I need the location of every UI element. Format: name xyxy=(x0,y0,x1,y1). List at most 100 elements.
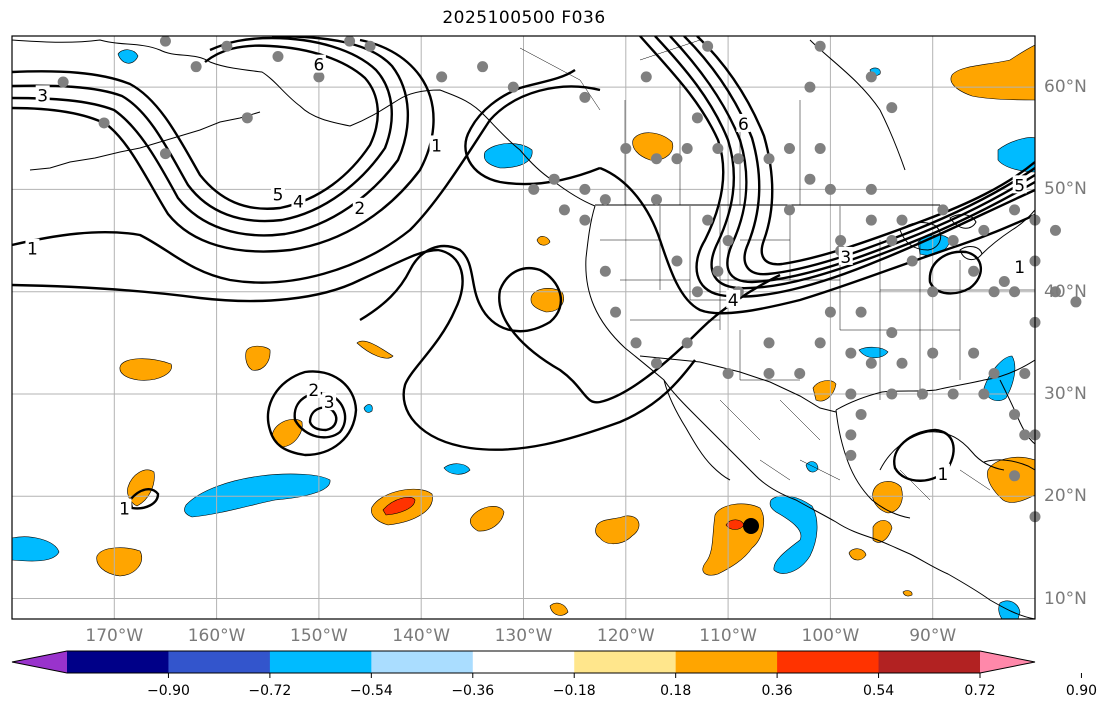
station-dot xyxy=(886,235,898,247)
colorbar-label: −0.54 xyxy=(349,683,393,699)
shade-blue-blob xyxy=(184,473,331,518)
cuba xyxy=(983,459,1035,471)
alaska-coast xyxy=(12,39,596,207)
station-dot xyxy=(865,214,877,226)
contour-label-bg xyxy=(291,191,306,210)
mexico-state-lines xyxy=(719,399,991,501)
latitude-label: 40°N xyxy=(1044,281,1087,302)
map-title: 2025100500 F036 xyxy=(442,8,606,28)
contour-label-bg xyxy=(117,498,132,517)
station-dot xyxy=(650,357,662,369)
contour-line xyxy=(293,391,347,439)
station-dot xyxy=(579,214,591,226)
station-dot xyxy=(896,214,908,226)
shade-orange-blob xyxy=(632,132,674,161)
station-dot xyxy=(477,61,489,73)
station-dot xyxy=(702,214,714,226)
station-dot xyxy=(732,153,744,165)
station-dot xyxy=(691,286,703,298)
mexico-gulf-coast xyxy=(835,409,911,519)
contour-label: 2 xyxy=(354,199,365,219)
contour-line xyxy=(464,68,601,186)
colorbar-label: −0.18 xyxy=(552,683,596,699)
colorbar-segment xyxy=(472,651,575,673)
shade-blue-blob xyxy=(997,137,1035,173)
shade-orange-blob xyxy=(245,345,271,371)
station-dot xyxy=(671,255,683,267)
colorbar-label: 0.72 xyxy=(964,683,996,699)
contour-label-bg xyxy=(35,85,50,104)
station-dot xyxy=(159,35,171,47)
station-dot xyxy=(814,40,826,52)
station-dot xyxy=(998,275,1010,287)
longitude-label: 160°W xyxy=(187,626,246,646)
shade-orange-blob xyxy=(902,590,913,597)
contour-label: 1 xyxy=(938,465,949,485)
station-dot xyxy=(610,306,622,318)
contour-label: 5 xyxy=(273,186,284,206)
station-dot xyxy=(927,286,939,298)
contour-line xyxy=(12,248,696,451)
station-dot xyxy=(978,224,990,236)
station-dot xyxy=(1009,286,1021,298)
station-dot xyxy=(159,148,171,160)
colorbar-segment xyxy=(269,651,372,673)
station-dot xyxy=(855,306,867,318)
station-dot xyxy=(702,40,714,52)
contour-label: 5 xyxy=(1014,176,1025,196)
contour-line xyxy=(654,36,1035,290)
station-dot xyxy=(845,347,857,359)
contour-line xyxy=(928,250,982,295)
contour-label-bg xyxy=(306,379,321,398)
station-dot xyxy=(896,357,908,369)
station-dot xyxy=(671,153,683,165)
shade-orange-blob xyxy=(549,602,569,616)
station-dot xyxy=(814,143,826,155)
station-dot xyxy=(763,153,775,165)
station-dot xyxy=(640,71,652,83)
station-dot xyxy=(650,194,662,206)
station-dot xyxy=(722,235,734,247)
map-frame xyxy=(11,35,1036,620)
shade-orange-blob xyxy=(536,236,551,246)
station-markers xyxy=(57,35,1082,523)
colorbar-label: 0.18 xyxy=(660,683,692,699)
station-dot xyxy=(824,306,836,318)
station-dot xyxy=(947,235,959,247)
contour-label-bg xyxy=(838,246,853,265)
colorbar-label: 0.54 xyxy=(862,683,895,699)
station-dot xyxy=(968,347,980,359)
station-dot xyxy=(221,40,233,52)
station-dot xyxy=(681,337,693,349)
station-dot xyxy=(1009,408,1021,420)
shade-orange-blob xyxy=(356,340,394,359)
station-dot xyxy=(620,143,632,155)
station-dot xyxy=(763,368,775,380)
latitude-label: 60°N xyxy=(1044,77,1087,98)
contour-label-bg xyxy=(25,238,40,257)
contour-line xyxy=(12,36,393,223)
station-dot xyxy=(794,368,806,380)
station-dot xyxy=(916,388,928,400)
longitude-label: 150°W xyxy=(290,626,348,646)
us-mexico-border xyxy=(639,355,837,413)
shade-blue-blob xyxy=(363,404,373,413)
station-dot xyxy=(927,347,939,359)
station-dot xyxy=(98,117,110,129)
station-dot xyxy=(579,91,591,103)
station-dot xyxy=(722,368,734,380)
station-dot xyxy=(272,50,284,62)
colorbar-segment xyxy=(675,651,778,673)
contour-line xyxy=(12,85,601,284)
longitude-label: 170°W xyxy=(85,626,144,646)
contour-label-bg xyxy=(322,392,337,411)
contour-label: 1 xyxy=(431,136,442,156)
shade-red-core xyxy=(382,497,416,516)
latitude-label: 20°N xyxy=(1044,486,1087,507)
station-dot xyxy=(804,173,816,185)
station-dot xyxy=(57,76,69,88)
longitude-label: 110°W xyxy=(699,626,757,646)
shade-blue-blob xyxy=(443,463,471,475)
station-dot xyxy=(814,337,826,349)
contour-label-bg xyxy=(1012,257,1027,276)
